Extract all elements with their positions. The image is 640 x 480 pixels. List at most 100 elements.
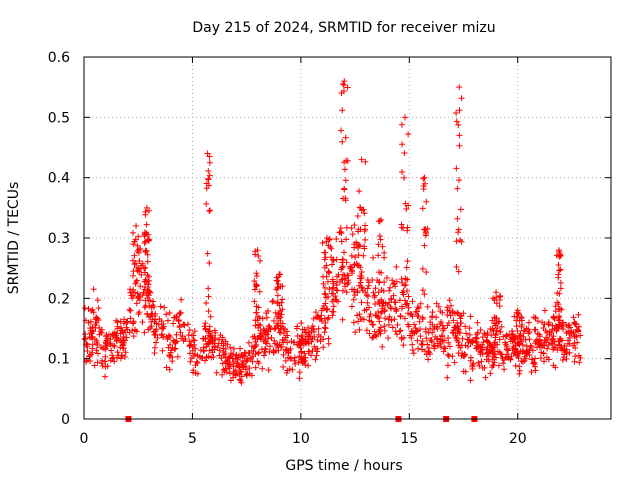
data-point [505,347,512,354]
data-point [518,338,525,345]
data-point [456,142,463,149]
data-point [351,262,358,269]
data-point [526,352,533,359]
data-point [268,334,275,341]
data-point [340,80,347,87]
data-point [386,287,393,294]
y-tick-label: 0.2 [48,291,70,307]
data-point [400,342,407,349]
data-point [512,342,519,349]
data-point [107,341,114,348]
data-point [134,295,141,302]
data-point [110,342,117,349]
data-point [134,242,141,249]
data-point [466,331,473,338]
data-point [421,174,428,181]
data-point [454,309,461,316]
data-point [329,261,336,268]
data-point [558,306,565,313]
data-point [363,292,370,299]
data-point [338,230,345,237]
data-point [213,369,220,376]
data-point [576,359,583,366]
data-point [394,321,401,328]
data-point [420,175,427,182]
data-point [454,185,461,192]
data-point [515,340,522,347]
data-point [397,327,404,334]
data-point [88,307,95,314]
data-point [199,354,206,361]
data-point [151,350,158,357]
data-point [321,264,328,271]
data-point [263,340,270,347]
data-point [411,321,418,328]
data-point [399,279,406,286]
x-tick-label: 0 [80,431,89,447]
data-point [496,293,503,300]
data-point [486,350,493,357]
data-point [237,377,244,384]
data-point [289,366,296,373]
data-point [324,316,331,323]
data-point [378,310,385,317]
data-point [528,356,535,363]
data-point [534,344,541,351]
data-point [403,264,410,271]
data-point [352,254,359,261]
data-point [440,325,447,332]
data-point [205,285,212,292]
data-point [557,305,564,312]
data-point [138,271,145,278]
data-point [469,362,476,369]
data-point [398,121,405,128]
data-point [341,78,348,85]
data-point [186,327,193,334]
data-point [178,296,185,303]
data-point [208,354,215,361]
data-point [256,288,263,295]
data-point [205,353,212,360]
data-point [330,284,337,291]
data-point [474,329,481,336]
data-point [143,204,150,211]
data-point [454,215,461,222]
data-point [114,323,121,330]
data-point [520,327,527,334]
data-point [166,332,173,339]
points-layer [81,78,584,386]
data-point [415,345,422,352]
data-point [560,319,567,326]
data-point [496,318,503,325]
data-point [422,230,429,237]
data-point [246,365,253,372]
data-point [415,305,422,312]
data-point [343,236,350,243]
data-point [381,327,388,334]
data-point [141,278,148,285]
data-point [155,321,162,328]
data-point [333,236,340,243]
data-point [399,305,406,312]
data-point [555,261,562,268]
data-point [91,362,98,369]
data-point [575,323,582,330]
data-point [163,311,170,318]
data-point [546,328,553,335]
data-point [236,376,243,383]
data-point [274,299,281,306]
data-point [446,297,453,304]
data-point [482,374,489,381]
data-point [429,314,436,321]
data-point [376,278,383,285]
data-point [253,341,260,348]
data-point [455,339,462,346]
data-point [280,363,287,370]
data-point [203,200,210,207]
data-point [191,328,198,335]
data-point [500,360,507,367]
data-point [284,367,291,374]
data-point [298,354,305,361]
data-point [301,350,308,357]
data-point [386,284,393,291]
